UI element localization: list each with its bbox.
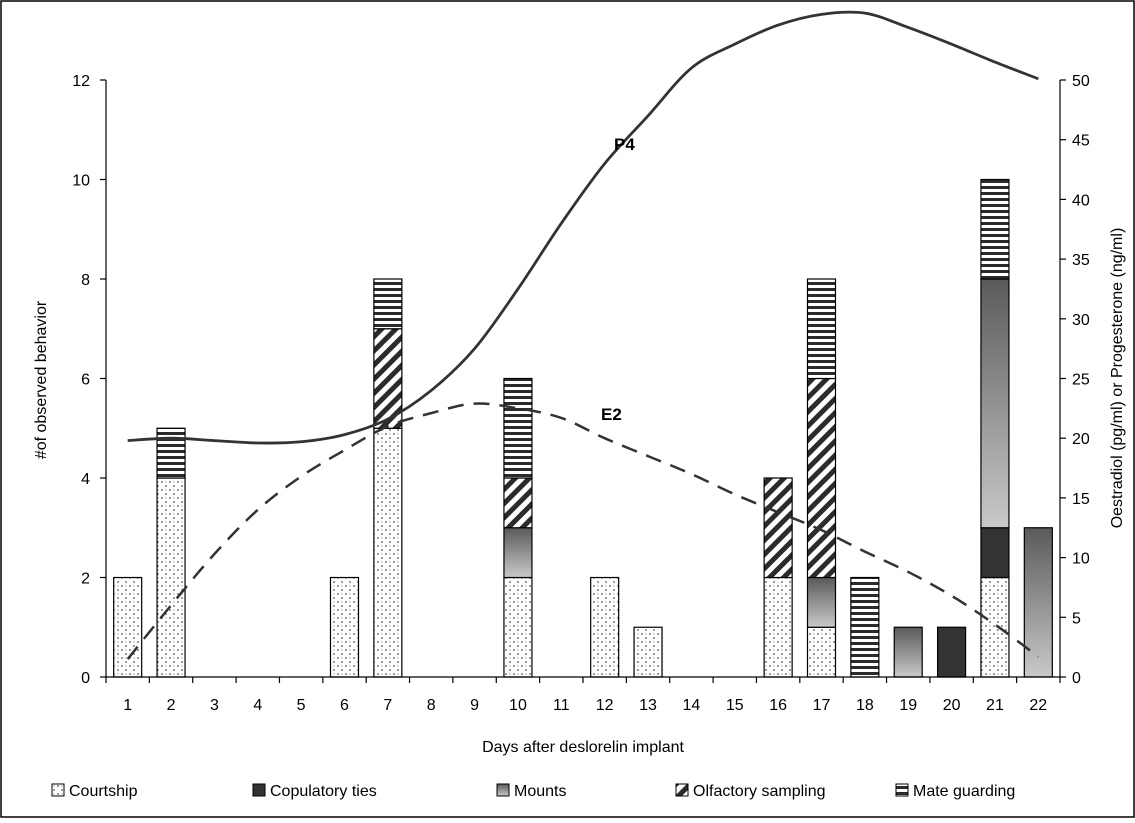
legend-swatch-olfactory-sampling xyxy=(675,783,689,797)
x-tick-label: 9 xyxy=(470,697,479,714)
bar-olfactory-sampling-day-17 xyxy=(806,377,837,579)
bar-mate-guarding-day-17 xyxy=(806,278,837,380)
x-tick-label: 12 xyxy=(596,697,614,714)
y-tick-label: 10 xyxy=(72,173,90,190)
legend-label-mate-guarding: Mate guarding xyxy=(913,783,1015,800)
x-tick-label: 20 xyxy=(943,697,961,714)
y2-axis-title: Oestradiol (pg/ml) or Progesterone (ng/m… xyxy=(1109,228,1126,529)
e2-curve-label: E2 xyxy=(601,405,622,424)
legend-label-courtship: Courtship xyxy=(69,783,138,800)
legend-swatch-courtship xyxy=(51,783,65,797)
bar-olfactory-sampling-day-16 xyxy=(763,477,793,579)
x-tick-label: 7 xyxy=(383,697,392,714)
bar-mate-guarding-day-10 xyxy=(503,377,533,479)
y2-tick-label: 40 xyxy=(1072,192,1090,209)
lines-layer xyxy=(126,10,1040,660)
e2-curve xyxy=(126,402,1040,660)
bar-courtship-day-17 xyxy=(806,626,837,678)
x-tick-label: 6 xyxy=(340,697,349,714)
y2-tick-label: 45 xyxy=(1072,133,1090,150)
bar-mounts-day-19 xyxy=(893,626,923,678)
bar-courtship-day-13 xyxy=(633,626,663,678)
legend-label-olfactory-sampling: Olfactory sampling xyxy=(693,783,826,800)
bar-copulatory-ties-day-21 xyxy=(980,527,1010,579)
bar-mate-guarding-day-21 xyxy=(980,178,1010,280)
legend-swatch-copulatory-ties xyxy=(252,783,266,797)
legend-label-mounts: Mounts xyxy=(514,783,566,800)
x-tick-label: 18 xyxy=(856,697,874,714)
y-tick-label: 0 xyxy=(81,670,90,687)
bar-mounts-day-21 xyxy=(980,278,1010,529)
x-tick-label: 8 xyxy=(427,697,436,714)
bar-courtship-day-2 xyxy=(156,477,186,678)
p4-curve-label: P4 xyxy=(614,135,635,154)
bar-mate-guarding-day-7 xyxy=(373,278,403,330)
x-tick-label: 13 xyxy=(639,697,657,714)
bar-mounts-day-10 xyxy=(503,527,533,579)
x-tick-label: 17 xyxy=(813,697,831,714)
bar-courtship-day-12 xyxy=(590,576,620,678)
bar-courtship-day-10 xyxy=(503,576,533,678)
x-tick-label: 2 xyxy=(167,697,176,714)
p4-curve xyxy=(127,10,1039,445)
bar-mounts-day-22 xyxy=(1023,527,1053,678)
axes-layer xyxy=(105,80,1061,678)
x-tick-label: 14 xyxy=(683,697,701,714)
bar-mate-guarding-day-2 xyxy=(156,427,186,479)
bar-courtship-day-6 xyxy=(329,576,360,678)
x-tick-label: 15 xyxy=(726,697,744,714)
y2-tick-label: 20 xyxy=(1072,431,1090,448)
bar-olfactory-sampling-day-7 xyxy=(373,328,403,429)
bar-olfactory-sampling-day-10 xyxy=(503,477,533,529)
legend: Courtship Copulatory ties Mounts Olfactory … xyxy=(51,783,1015,800)
bar-courtship-day-7 xyxy=(373,427,403,678)
y-axis-title: #of observed behavior xyxy=(33,300,50,459)
y2-tick-label: 5 xyxy=(1072,610,1081,627)
legend-label-copulatory-ties: Copulatory ties xyxy=(270,783,377,800)
y-tick-label: 12 xyxy=(72,73,90,90)
x-tick-label: 10 xyxy=(509,697,527,714)
bar-copulatory-ties-day-20 xyxy=(936,626,967,678)
bar-mounts-day-17 xyxy=(806,576,837,628)
y-tick-label: 2 xyxy=(81,571,90,588)
y-tick-label: 8 xyxy=(81,272,90,289)
y2-tick-label: 0 xyxy=(1072,670,1081,687)
x-axis-title: Days after deslorelin implant xyxy=(482,739,684,756)
y-tick-label: 6 xyxy=(81,372,90,389)
bar-mate-guarding-day-18 xyxy=(850,576,880,678)
x-tick-label: 4 xyxy=(253,697,262,714)
x-tick-label: 22 xyxy=(1029,697,1047,714)
x-tick-label: 5 xyxy=(297,697,306,714)
legend-swatch-mounts xyxy=(496,783,510,797)
legend-swatch-mate-guarding xyxy=(895,783,909,797)
y2-tick-label: 50 xyxy=(1072,73,1090,90)
x-tick-label: 19 xyxy=(899,697,917,714)
x-tick-label: 21 xyxy=(986,697,1004,714)
bar-courtship-day-16 xyxy=(763,576,793,678)
y2-tick-label: 30 xyxy=(1072,312,1090,329)
y2-tick-label: 15 xyxy=(1072,491,1090,508)
y2-tick-label: 10 xyxy=(1072,551,1090,568)
x-tick-label: 3 xyxy=(210,697,219,714)
y2-tick-label: 25 xyxy=(1072,372,1090,389)
x-tick-label: 11 xyxy=(553,697,570,714)
x-tick-label: 1 xyxy=(123,697,132,714)
x-tick-label: 16 xyxy=(769,697,787,714)
y2-tick-label: 35 xyxy=(1072,252,1090,269)
y-tick-label: 4 xyxy=(81,471,90,488)
bar-courtship-day-21 xyxy=(980,576,1010,678)
bars-layer xyxy=(113,178,1053,678)
bar-courtship-day-1 xyxy=(113,576,143,678)
